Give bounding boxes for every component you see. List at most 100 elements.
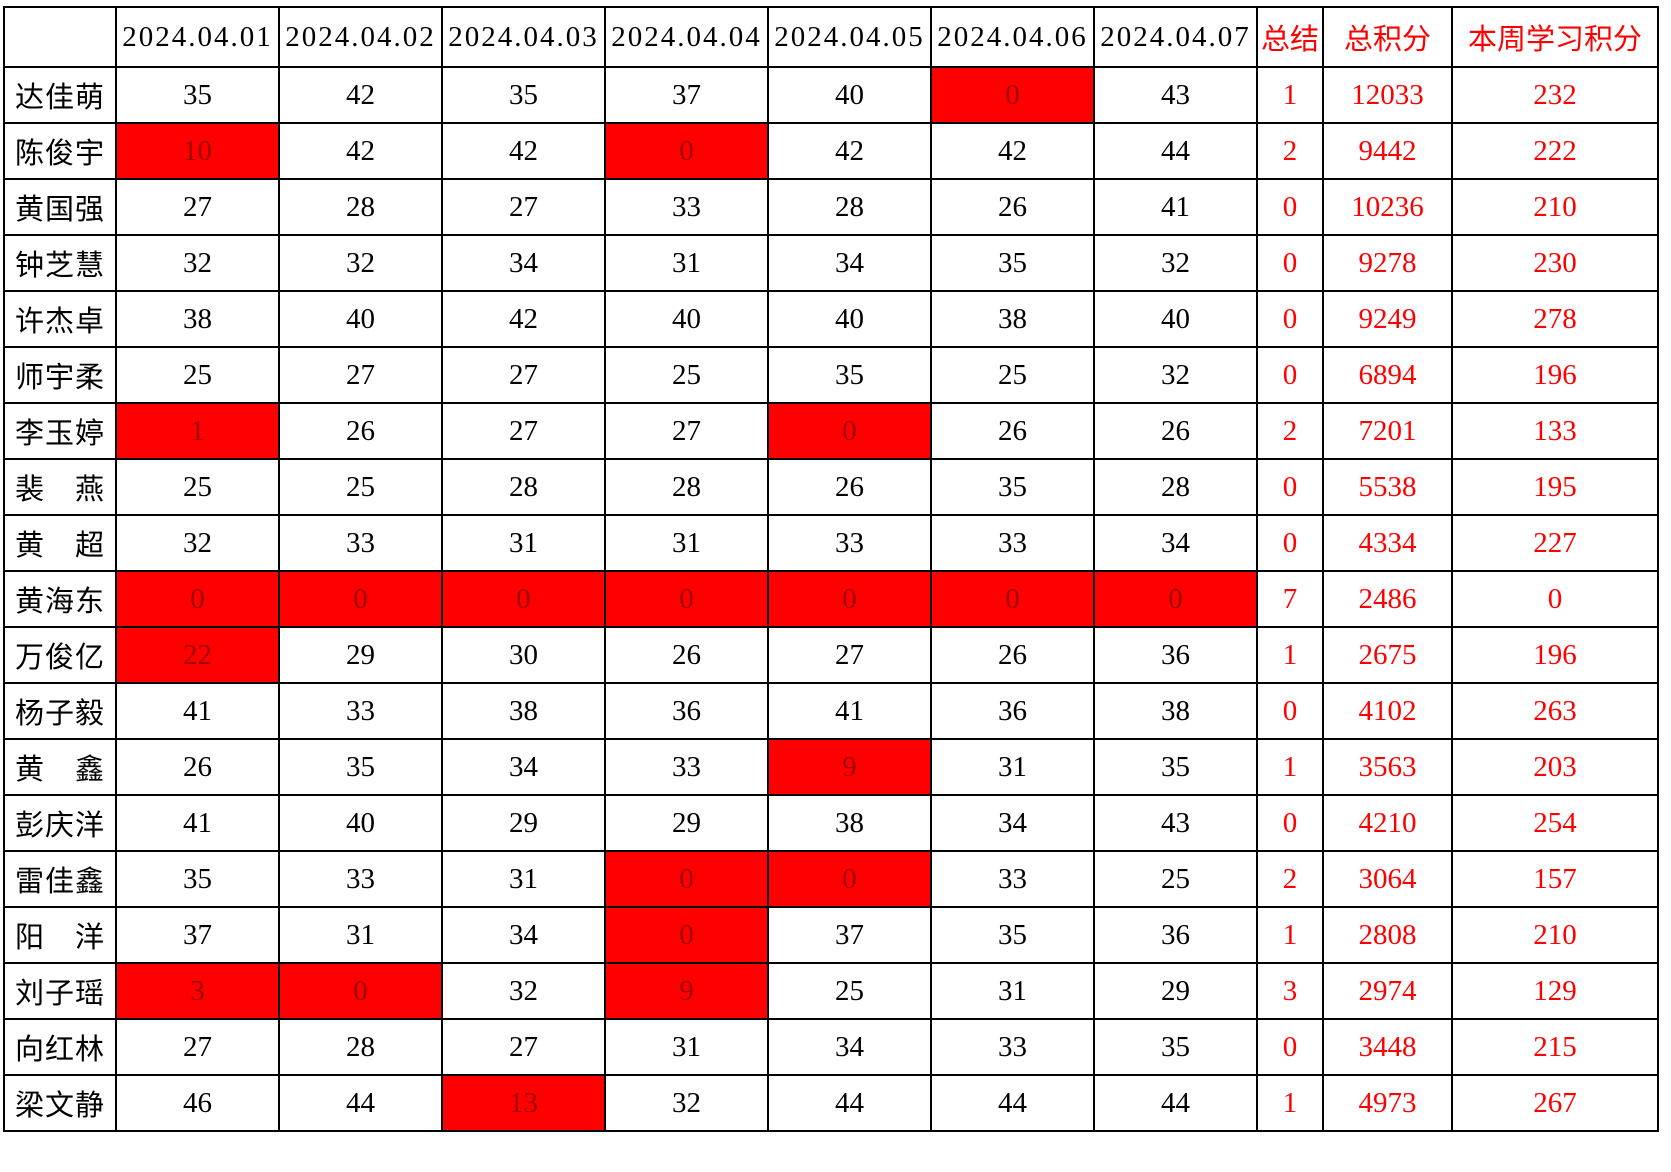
daily-score-cell-day5[interactable]: 26: [767, 458, 932, 516]
week-points-cell[interactable]: 230: [1451, 234, 1659, 292]
student-name-cell[interactable]: 向红林: [3, 1018, 117, 1076]
student-name-cell[interactable]: 李玉婷: [3, 402, 117, 460]
daily-score-cell-day4[interactable]: 0: [604, 906, 769, 964]
daily-score-cell-day3[interactable]: 29: [441, 794, 606, 852]
date-header-2[interactable]: 2024.04.02: [278, 6, 443, 68]
total-points-cell[interactable]: 2974: [1322, 962, 1453, 1020]
daily-score-cell-day1[interactable]: 25: [115, 346, 280, 404]
daily-score-cell-day5[interactable]: 9: [767, 738, 932, 796]
daily-score-cell-day7[interactable]: 41: [1093, 178, 1258, 236]
daily-score-cell-day5[interactable]: 38: [767, 794, 932, 852]
daily-score-cell-day5[interactable]: 34: [767, 234, 932, 292]
daily-score-cell-day3[interactable]: 13: [441, 1074, 606, 1132]
student-name-cell[interactable]: 彭庆洋: [3, 794, 117, 852]
daily-score-cell-day4[interactable]: 31: [604, 234, 769, 292]
summary-cell[interactable]: 0: [1256, 178, 1324, 236]
daily-score-cell-day1[interactable]: 41: [115, 794, 280, 852]
corner-header-cell[interactable]: [3, 6, 117, 68]
summary-cell[interactable]: 1: [1256, 906, 1324, 964]
daily-score-cell-day7[interactable]: 43: [1093, 794, 1258, 852]
daily-score-cell-day2[interactable]: 28: [278, 178, 443, 236]
daily-score-cell-day1[interactable]: 32: [115, 234, 280, 292]
daily-score-cell-day2[interactable]: 42: [278, 66, 443, 124]
daily-score-cell-day1[interactable]: 1: [115, 402, 280, 460]
summary-cell[interactable]: 7: [1256, 570, 1324, 628]
daily-score-cell-day7[interactable]: 26: [1093, 402, 1258, 460]
daily-score-cell-day7[interactable]: 38: [1093, 682, 1258, 740]
daily-score-cell-day5[interactable]: 34: [767, 1018, 932, 1076]
daily-score-cell-day4[interactable]: 0: [604, 570, 769, 628]
daily-score-cell-day6[interactable]: 26: [930, 402, 1095, 460]
student-name-cell[interactable]: 雷佳鑫: [3, 850, 117, 908]
daily-score-cell-day5[interactable]: 33: [767, 514, 932, 572]
daily-score-cell-day3[interactable]: 34: [441, 738, 606, 796]
daily-score-cell-day4[interactable]: 9: [604, 962, 769, 1020]
daily-score-cell-day7[interactable]: 43: [1093, 66, 1258, 124]
summary-cell[interactable]: 0: [1256, 1018, 1324, 1076]
total-points-cell[interactable]: 2486: [1322, 570, 1453, 628]
student-name-cell[interactable]: 黄海东: [3, 570, 117, 628]
daily-score-cell-day1[interactable]: 41: [115, 682, 280, 740]
daily-score-cell-day3[interactable]: 27: [441, 402, 606, 460]
total-points-cell[interactable]: 3064: [1322, 850, 1453, 908]
total-points-cell[interactable]: 2808: [1322, 906, 1453, 964]
daily-score-cell-day4[interactable]: 28: [604, 458, 769, 516]
daily-score-cell-day3[interactable]: 32: [441, 962, 606, 1020]
summary-cell[interactable]: 0: [1256, 682, 1324, 740]
daily-score-cell-day1[interactable]: 3: [115, 962, 280, 1020]
summary-cell[interactable]: 0: [1256, 458, 1324, 516]
daily-score-cell-day2[interactable]: 25: [278, 458, 443, 516]
week-points-cell[interactable]: 196: [1451, 626, 1659, 684]
daily-score-cell-day3[interactable]: 31: [441, 514, 606, 572]
daily-score-cell-day1[interactable]: 10: [115, 122, 280, 180]
week-points-cell[interactable]: 267: [1451, 1074, 1659, 1132]
total-points-cell[interactable]: 4210: [1322, 794, 1453, 852]
daily-score-cell-day3[interactable]: 35: [441, 66, 606, 124]
daily-score-cell-day4[interactable]: 31: [604, 514, 769, 572]
week-points-cell[interactable]: 210: [1451, 906, 1659, 964]
daily-score-cell-day2[interactable]: 40: [278, 290, 443, 348]
daily-score-cell-day6[interactable]: 35: [930, 234, 1095, 292]
daily-score-cell-day6[interactable]: 0: [930, 570, 1095, 628]
daily-score-cell-day6[interactable]: 34: [930, 794, 1095, 852]
daily-score-cell-day4[interactable]: 37: [604, 66, 769, 124]
daily-score-cell-day5[interactable]: 40: [767, 290, 932, 348]
daily-score-cell-day1[interactable]: 25: [115, 458, 280, 516]
daily-score-cell-day3[interactable]: 27: [441, 178, 606, 236]
daily-score-cell-day3[interactable]: 0: [441, 570, 606, 628]
summary-cell[interactable]: 0: [1256, 234, 1324, 292]
daily-score-cell-day4[interactable]: 29: [604, 794, 769, 852]
daily-score-cell-day3[interactable]: 27: [441, 346, 606, 404]
student-name-cell[interactable]: 裴 燕: [3, 458, 117, 516]
week-points-cell[interactable]: 227: [1451, 514, 1659, 572]
week-points-column-header[interactable]: 本周学习积分: [1451, 6, 1659, 68]
daily-score-cell-day4[interactable]: 33: [604, 178, 769, 236]
daily-score-cell-day6[interactable]: 26: [930, 178, 1095, 236]
daily-score-cell-day2[interactable]: 27: [278, 346, 443, 404]
daily-score-cell-day3[interactable]: 42: [441, 290, 606, 348]
daily-score-cell-day4[interactable]: 36: [604, 682, 769, 740]
daily-score-cell-day5[interactable]: 0: [767, 850, 932, 908]
week-points-cell[interactable]: 210: [1451, 178, 1659, 236]
daily-score-cell-day5[interactable]: 28: [767, 178, 932, 236]
total-points-cell[interactable]: 3448: [1322, 1018, 1453, 1076]
daily-score-cell-day2[interactable]: 0: [278, 570, 443, 628]
daily-score-cell-day7[interactable]: 35: [1093, 738, 1258, 796]
daily-score-cell-day1[interactable]: 35: [115, 66, 280, 124]
daily-score-cell-day5[interactable]: 40: [767, 66, 932, 124]
week-points-cell[interactable]: 157: [1451, 850, 1659, 908]
daily-score-cell-day6[interactable]: 31: [930, 738, 1095, 796]
daily-score-cell-day7[interactable]: 34: [1093, 514, 1258, 572]
date-header-6[interactable]: 2024.04.06: [930, 6, 1095, 68]
daily-score-cell-day7[interactable]: 44: [1093, 122, 1258, 180]
daily-score-cell-day4[interactable]: 0: [604, 850, 769, 908]
summary-cell[interactable]: 2: [1256, 402, 1324, 460]
daily-score-cell-day5[interactable]: 37: [767, 906, 932, 964]
daily-score-cell-day3[interactable]: 34: [441, 906, 606, 964]
summary-cell[interactable]: 1: [1256, 738, 1324, 796]
date-header-5[interactable]: 2024.04.05: [767, 6, 932, 68]
daily-score-cell-day7[interactable]: 35: [1093, 1018, 1258, 1076]
daily-score-cell-day4[interactable]: 32: [604, 1074, 769, 1132]
daily-score-cell-day5[interactable]: 0: [767, 402, 932, 460]
daily-score-cell-day7[interactable]: 36: [1093, 626, 1258, 684]
